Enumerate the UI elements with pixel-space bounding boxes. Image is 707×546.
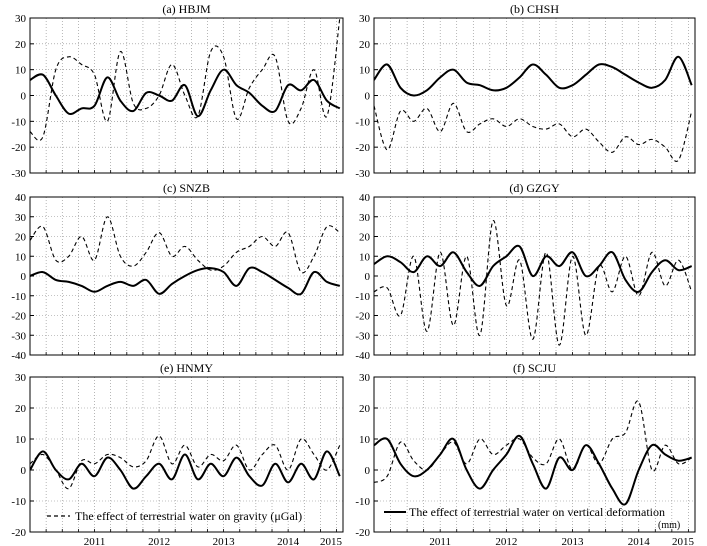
y-tick-label: -10 [11, 496, 26, 508]
x-tick-label: 2012 [148, 536, 170, 546]
y-tick-label: 20 [15, 39, 27, 51]
y-tick-label: -20 [11, 311, 26, 323]
y-tick-label: 0 [365, 271, 371, 283]
y-tick-label: -40 [11, 350, 26, 362]
y-tick-label: -30 [355, 330, 370, 342]
y-tick-label: -30 [11, 330, 26, 342]
y-tick-label: -20 [355, 311, 370, 323]
y-tick-label: 20 [359, 39, 371, 51]
legend-deformation-label: The effect of terrestrial water on verti… [409, 505, 665, 519]
legend-gravity-label: The effect of terrestrial water on gravi… [75, 509, 302, 523]
y-tick-label: 0 [21, 465, 27, 477]
series-line-deformation [374, 244, 693, 293]
panel-title: (c) SNZB [163, 181, 210, 195]
series-line-deformation [30, 68, 341, 118]
y-tick-label: 40 [359, 192, 371, 204]
panel-title: (e) HNMY [160, 361, 213, 375]
y-tick-label: -30 [355, 168, 370, 180]
y-tick-label: 10 [359, 65, 371, 77]
x-tick-label: 2014 [628, 536, 651, 546]
x-tick-label: 2014 [277, 536, 300, 546]
series-line-deformation [30, 266, 341, 296]
y-tick-label: 0 [365, 465, 371, 477]
y-tick-label: 30 [15, 212, 27, 224]
series-line-deformation [374, 434, 692, 506]
y-tick-label: -20 [355, 142, 370, 154]
panel-title: (f) SCJU [513, 361, 556, 375]
y-tick-label: 0 [365, 91, 371, 103]
series-line-gravity [374, 220, 693, 346]
y-tick-label: 30 [15, 372, 27, 384]
y-tick-label: -20 [11, 527, 26, 539]
panel-4: -40 -30 -20 -10 0 10 20 30 40 (d) GZGY [355, 181, 696, 362]
panel-6: -20 -10 0 10 20 30 (f) SCJU [355, 361, 696, 539]
y-tick-label: 30 [359, 13, 371, 25]
series-line-gravity [374, 102, 693, 162]
y-tick-label: 20 [15, 232, 27, 244]
panel-title: (b) CHSH [510, 2, 559, 16]
panel-title: (d) GZGY [509, 181, 560, 195]
x-tick-label: 2015 [672, 536, 695, 546]
legend-deformation-unit: (mm) [658, 520, 680, 531]
x-tick-label: 2011 [429, 536, 451, 546]
plot-frame [373, 376, 696, 533]
series-line-gravity [30, 216, 341, 274]
y-tick-label: 30 [359, 212, 371, 224]
panel-2: -30 -20 -10 0 10 20 30 (b) CHSH [355, 2, 696, 180]
series-line-gravity [30, 18, 341, 142]
y-tick-label: 10 [359, 251, 371, 263]
y-tick-label: 10 [15, 65, 27, 77]
y-tick-label: 0 [21, 91, 27, 103]
y-tick-label: -10 [11, 291, 26, 303]
series-line-deformation [30, 450, 341, 490]
x-tick-label: 2012 [495, 536, 517, 546]
y-tick-label: -20 [11, 142, 26, 154]
series-line-deformation [374, 55, 693, 97]
panel-5: -20 -10 0 10 20 30 (e) HNMY [11, 361, 344, 539]
y-tick-label: -10 [11, 116, 26, 128]
y-tick-label: -20 [355, 527, 370, 539]
panel-title: (a) HBJM [162, 2, 211, 16]
y-tick-label: 10 [15, 251, 27, 263]
y-tick-label: -40 [355, 350, 370, 362]
panel-1: -30 -20 -10 0 10 20 30 (a) HBJM [11, 2, 344, 180]
y-tick-label: -10 [355, 496, 370, 508]
y-tick-label: 20 [359, 403, 371, 415]
y-tick-label: -10 [355, 291, 370, 303]
y-tick-label: 0 [21, 271, 27, 283]
series-line-gravity [30, 435, 341, 490]
y-tick-label: 40 [15, 192, 27, 204]
x-tick-label: 2011 [84, 536, 106, 546]
x-tick-label: 2013 [562, 536, 585, 546]
x-tick-label: 2015 [320, 536, 343, 546]
y-tick-label: 30 [359, 372, 371, 384]
y-tick-label: 10 [359, 434, 371, 446]
y-tick-label: 10 [15, 434, 27, 446]
plot-frame [29, 376, 344, 533]
y-tick-label: 30 [15, 13, 27, 25]
x-tick-label: 2013 [213, 536, 236, 546]
y-tick-label: -10 [355, 116, 370, 128]
y-tick-label: -30 [11, 168, 26, 180]
y-tick-label: 20 [15, 403, 27, 415]
y-tick-label: 20 [359, 232, 371, 244]
panel-3: -40 -30 -20 -10 0 10 20 30 40 (c) SNZB [11, 181, 344, 362]
